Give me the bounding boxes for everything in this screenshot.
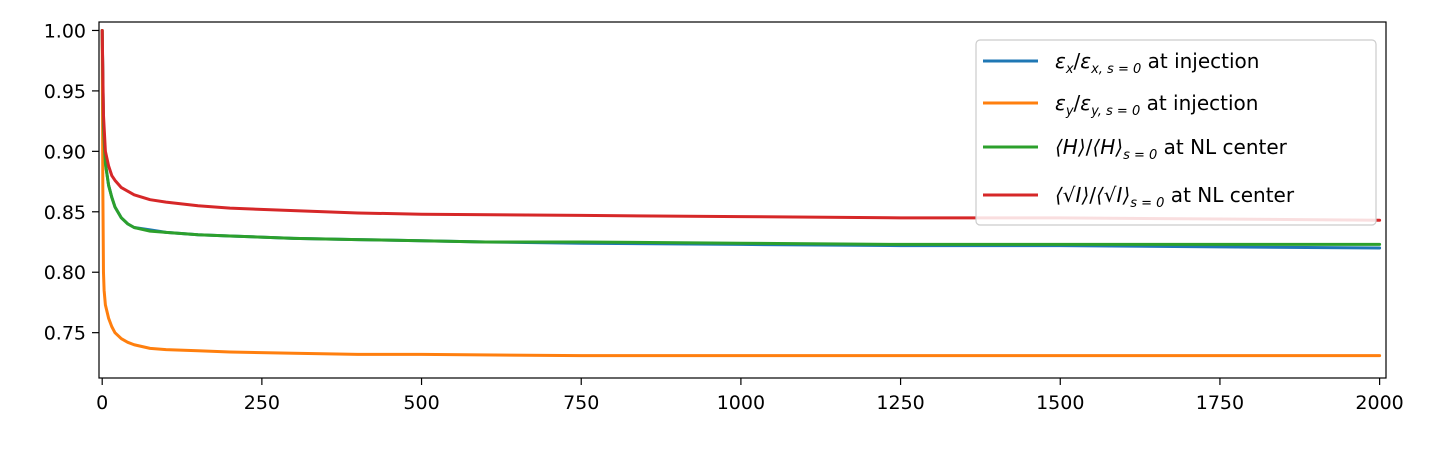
x-tick-label: 2000 [1355, 392, 1403, 414]
x-axis: 0 250 500 750 1000 1250 1500 1750 2000 [96, 378, 1404, 414]
legend: εx/εx, s = 0 at injection εy/εy, s = 0 at… [975, 39, 1377, 226]
y-tick-label: 0.80 [44, 262, 86, 284]
x-tick-label: 500 [403, 392, 439, 414]
series-line-4 [100, 28, 1382, 222]
y-tick-label: 0.95 [44, 81, 86, 103]
legend-box [975, 39, 1377, 226]
x-tick-label: 0 [96, 392, 108, 414]
series-line-2 [100, 28, 1382, 358]
x-tick-label: 750 [563, 392, 599, 414]
y-tick-label: 0.75 [44, 323, 86, 345]
y-tick-label: 0.85 [44, 202, 86, 224]
x-tick-label: 1500 [1036, 392, 1084, 414]
x-tick-label: 250 [244, 392, 280, 414]
x-tick-label: 1000 [717, 392, 765, 414]
legend-label: ⟨√I⟩/⟨√I⟩s = 0 at NL center [1055, 183, 1295, 211]
series-line-3 [100, 28, 1382, 246]
plot-frame [98, 21, 1387, 379]
y-tick-label: 0.90 [44, 141, 86, 163]
legend-label: εy/εy, s = 0 at injection [1055, 91, 1258, 119]
x-tick-label: 1750 [1196, 392, 1244, 414]
series-layer [100, 28, 1382, 358]
legend-label: ⟨H⟩/⟨H⟩s = 0 at NL center [1055, 135, 1288, 163]
legend-label: εx/εx, s = 0 at injection [1055, 49, 1259, 77]
y-tick-label: 1.00 [44, 20, 86, 42]
x-tick-label: 1250 [876, 392, 924, 414]
y-axis: 0.75 0.80 0.85 0.90 0.95 1.00 [44, 20, 99, 345]
